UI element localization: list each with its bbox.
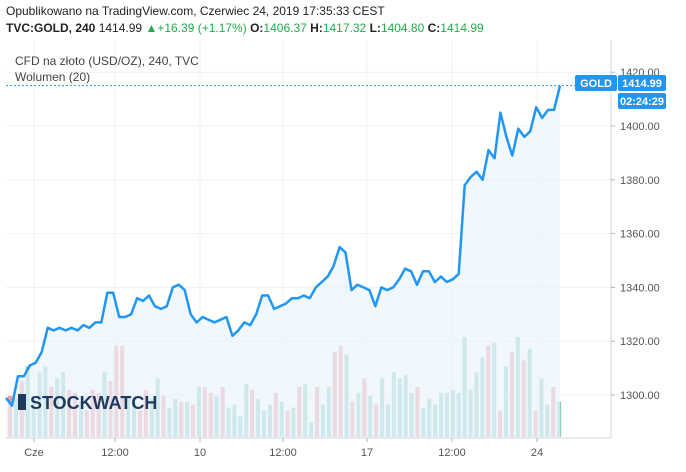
price-tag-value: 1414.99	[622, 78, 662, 90]
time-tick-label: 12:00	[269, 447, 297, 459]
low-label: L:	[369, 21, 381, 35]
ticker-tag-label: GOLD	[580, 78, 612, 90]
watermark-text: STOCKWATCH	[30, 393, 157, 413]
time-tick-label: 12:00	[438, 447, 466, 459]
close-label: C:	[427, 21, 441, 35]
last-price: 1414.99	[98, 21, 143, 35]
published-caption: Opublikowano na TradingView.com, Czerwie…	[6, 4, 385, 18]
price-tick-label: 1300.00	[620, 390, 660, 402]
price-tick-label: 1360.00	[620, 229, 660, 241]
low-value: 1404.80	[380, 21, 425, 35]
time-tick-label: 24	[531, 447, 543, 459]
high-label: H:	[310, 21, 323, 35]
time-tick-label: 10	[194, 447, 206, 459]
price-line	[4, 85, 562, 408]
price-tick-label: 1340.00	[620, 282, 660, 294]
price-axis[interactable]: 1300.00 1320.00 1340.00 1360.00 1380.00 1400.…	[611, 67, 660, 402]
up-arrow-icon: ▲	[145, 21, 158, 35]
countdown-value: 02:24:29	[620, 96, 664, 108]
time-tick-label: 17	[361, 447, 373, 459]
price-tick-label: 1380.00	[620, 175, 660, 187]
symbol-label: TVC:GOLD, 240	[6, 21, 96, 35]
ticker-tag-bg	[575, 75, 617, 91]
symbol-info-bar: TVC:GOLD, 240 1414.99 ▲+16.39 (+1.17%) O…	[6, 21, 484, 35]
countdown-tag-bg	[618, 93, 666, 109]
open-label: O:	[250, 21, 264, 35]
price-tick-label: 1320.00	[620, 336, 660, 348]
volume-indicator-label: Wolumen (20)	[15, 70, 90, 84]
watermark-logo-icon	[18, 394, 26, 410]
last-price-tag: GOLD 1414.99 02:24:29	[575, 75, 666, 109]
price-area	[6, 85, 560, 438]
time-tick-label: Cze	[24, 447, 44, 459]
close-value: 1414.99	[440, 21, 484, 35]
time-axis[interactable]: Cze 12:00 10 12:00 17 12:00 24	[24, 438, 543, 459]
price-change: +16.39 (+1.17%)	[157, 21, 247, 35]
stockwatch-watermark: STOCKWATCH	[18, 393, 157, 413]
high-value: 1417.32	[322, 21, 367, 35]
price-tick-label: 1400.00	[620, 121, 660, 133]
open-value: 1406.37	[263, 21, 307, 35]
chart-title: CFD na złoto (USD/OZ), 240, TVC	[15, 54, 199, 68]
price-tag-bg	[618, 75, 666, 91]
time-tick-label: 12:00	[101, 447, 129, 459]
published-text: Opublikowano na TradingView.com, Czerwie…	[6, 4, 385, 18]
